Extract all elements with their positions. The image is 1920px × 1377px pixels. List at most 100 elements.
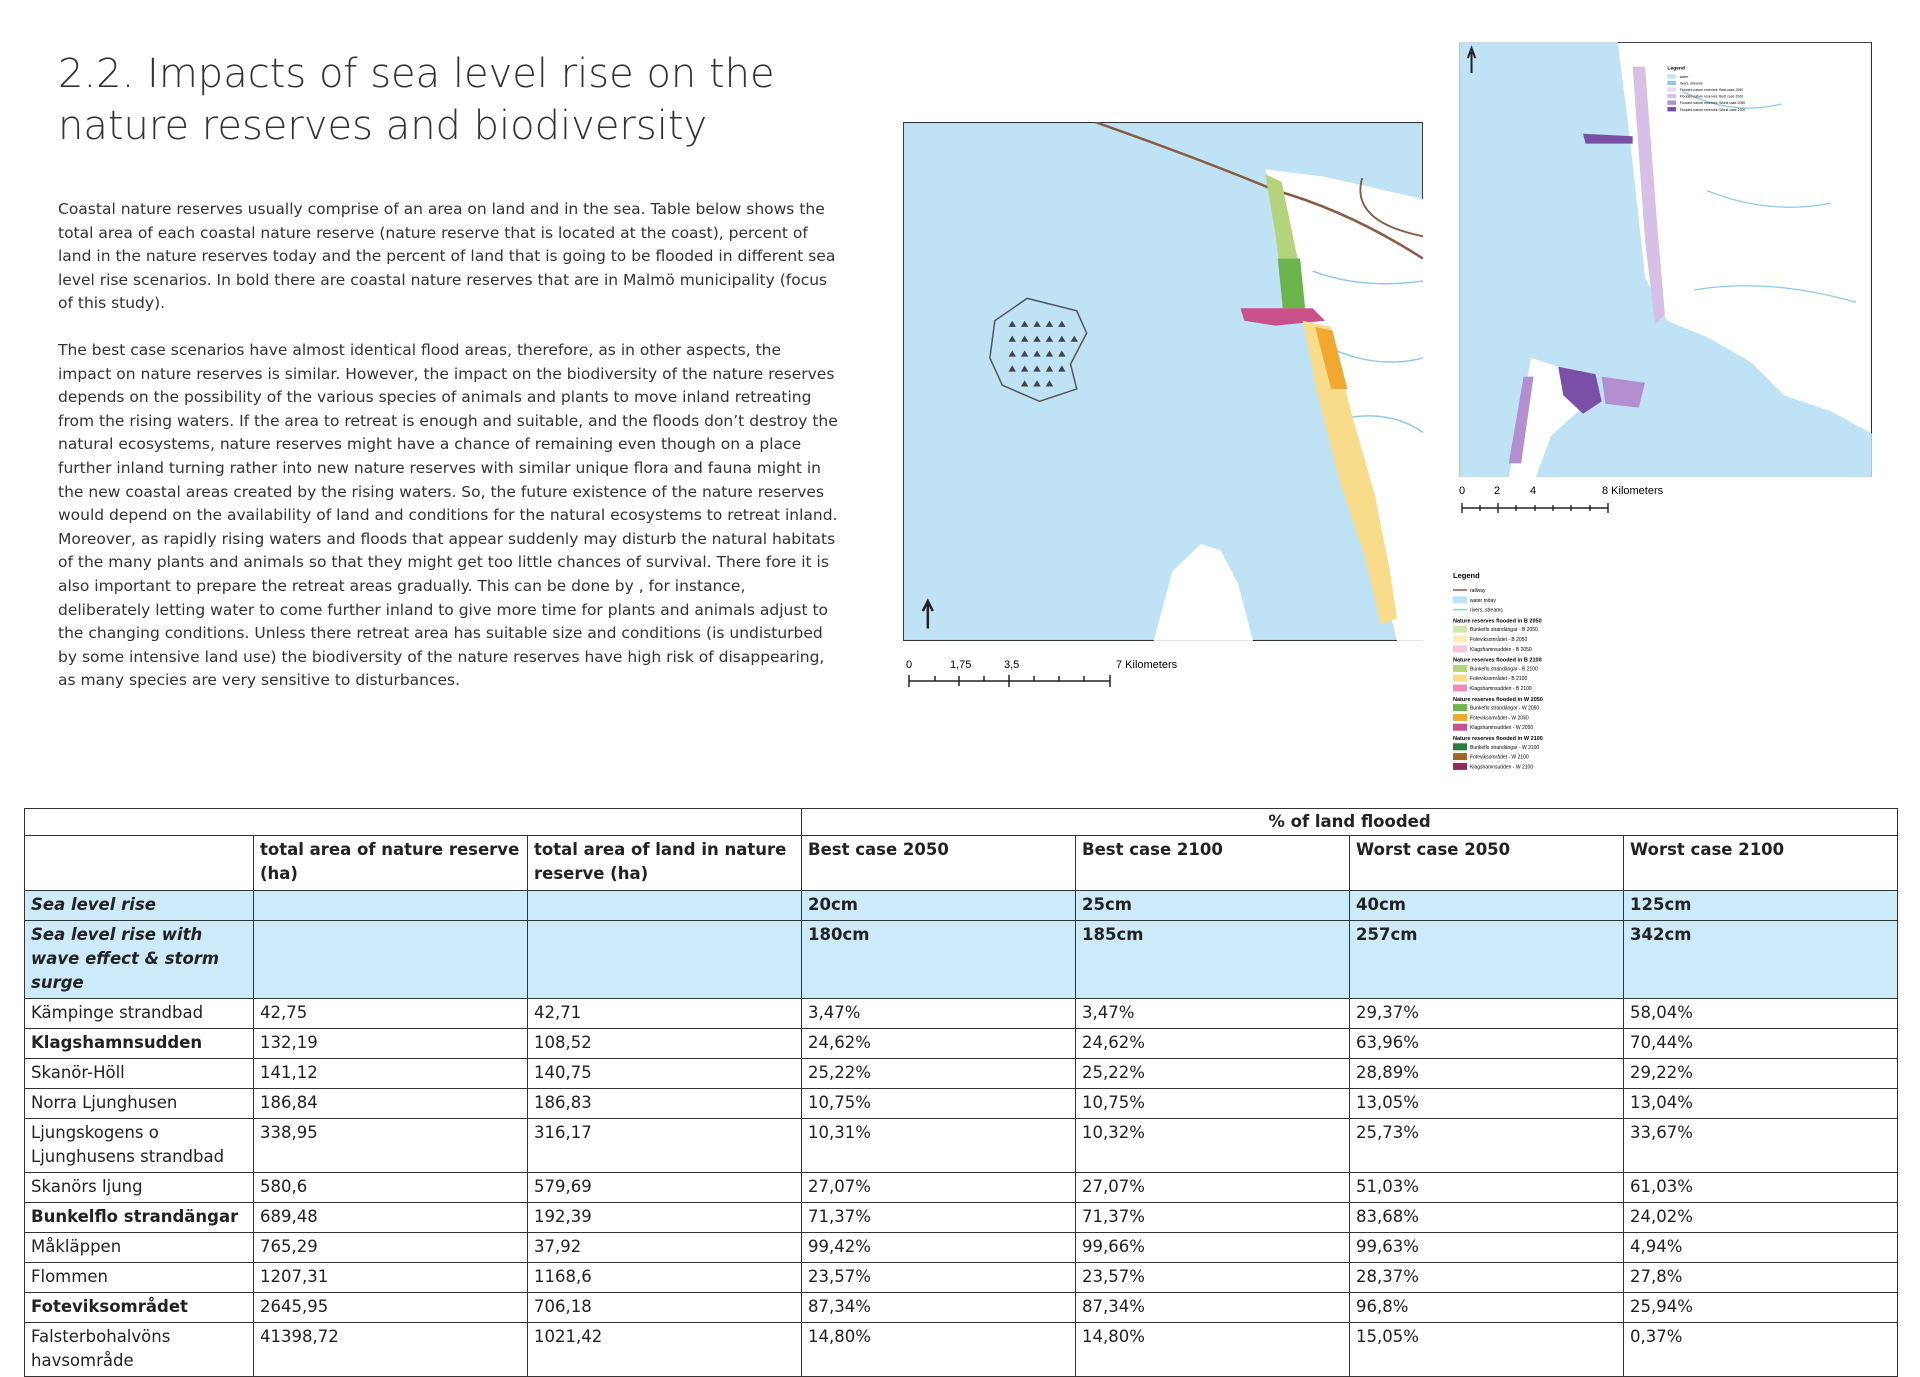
table-cell: 40cm bbox=[1349, 890, 1624, 921]
map-frame: Legend water rivers, streams Flooded nature… bbox=[1459, 42, 1872, 477]
table-cell: 141,12 bbox=[253, 1058, 528, 1089]
table-cell: 765,29 bbox=[253, 1232, 528, 1263]
table-cell bbox=[24, 835, 254, 891]
table-cell bbox=[527, 920, 802, 999]
scale-bar: 0 2 4 8 Kilometers bbox=[1459, 485, 1664, 513]
table-row: Flommen 1207,31 1168,6 23,57% 23,57% 28,37% 27… bbox=[24, 1262, 1898, 1293]
table-row: Klagshamnsudden 132,19 108,52 24,62% 24,62% 6… bbox=[24, 1028, 1898, 1059]
table-cell: 51,03% bbox=[1349, 1172, 1624, 1203]
row-label: Sea level rise with wave effect & storm … bbox=[24, 920, 254, 999]
table-cell: 87,34% bbox=[801, 1292, 1076, 1323]
legend: Legend railway water today rivers, streams N… bbox=[1453, 571, 1543, 770]
table-cell: 42,71 bbox=[527, 998, 802, 1029]
table-cell: 140,75 bbox=[527, 1058, 802, 1089]
table-cell: 1207,31 bbox=[253, 1262, 528, 1293]
scale-label: 4 bbox=[1530, 485, 1536, 497]
table-cell: 689,48 bbox=[253, 1202, 528, 1233]
table-cell: 186,83 bbox=[527, 1088, 802, 1119]
scale-label: 8 Kilometers bbox=[1602, 485, 1664, 497]
table-row: Sea level rise with wave effect & storm … bbox=[24, 920, 1898, 999]
column-header: Best case 2050 bbox=[801, 835, 1076, 891]
table-cell: 10,75% bbox=[801, 1088, 1076, 1119]
legend-swatch bbox=[1453, 723, 1467, 731]
legend-label: Foteviksområdet - B 2050 bbox=[1470, 636, 1527, 643]
table-cell: 132,19 bbox=[253, 1028, 528, 1059]
table-row: Foteviksområdet 2645,95 706,18 87,34% 87,34%… bbox=[24, 1292, 1898, 1323]
scale-label: 2 bbox=[1494, 485, 1500, 497]
paragraph: The best case scenarios have almost iden… bbox=[58, 341, 838, 690]
table-cell: 4,94% bbox=[1623, 1232, 1898, 1263]
row-label: Måkläppen bbox=[24, 1232, 254, 1263]
main-map: 0 1,75 3,5 7 Kilometers bbox=[903, 122, 1423, 687]
legend-label: Flooded nature reserves: Worst case 2050 bbox=[1680, 101, 1746, 105]
row-label: Flommen bbox=[24, 1262, 254, 1293]
legend-swatch bbox=[1453, 664, 1467, 672]
legend-heading: Nature reserves flooded in W 2100 bbox=[1453, 736, 1543, 742]
table-cell: 125cm bbox=[1623, 890, 1898, 921]
table-cell: 108,52 bbox=[527, 1028, 802, 1059]
table-cell: 186,84 bbox=[253, 1088, 528, 1119]
table-cell: 15,05% bbox=[1349, 1322, 1624, 1377]
row-label: Kämpinge strandbad bbox=[24, 998, 254, 1029]
table-cell: 42,75 bbox=[253, 998, 528, 1029]
table-cell: 342cm bbox=[1623, 920, 1898, 999]
table-cell: 23,57% bbox=[801, 1262, 1076, 1293]
legend-swatch bbox=[1453, 684, 1467, 692]
table-cell: 24,62% bbox=[801, 1028, 1076, 1059]
legend-swatch bbox=[1453, 704, 1467, 712]
table-cell: 706,18 bbox=[527, 1292, 802, 1323]
paragraph: Coastal nature reserves usually comprise… bbox=[58, 200, 836, 313]
table-cell: 99,63% bbox=[1349, 1232, 1624, 1263]
table-row: total area of nature reserve (ha) total a… bbox=[24, 835, 1898, 891]
table-row: % of land flooded bbox=[24, 808, 1898, 836]
row-label: Skanör-Höll bbox=[24, 1058, 254, 1089]
scale-bar: 0 1,75 3,5 7 Kilometers bbox=[906, 659, 1178, 687]
row-label: Norra Ljunghusen bbox=[24, 1088, 254, 1119]
table-cell bbox=[253, 920, 528, 999]
legend-label: Bunkeflo strandängar - W 2100 bbox=[1470, 745, 1539, 751]
legend-label: rivers, streams bbox=[1470, 608, 1503, 614]
table-cell: 33,67% bbox=[1623, 1118, 1898, 1173]
legend-swatch bbox=[1453, 596, 1467, 604]
table-cell: 579,69 bbox=[527, 1172, 802, 1203]
legend-label: Flooded nature reserves: Worst case 2100 bbox=[1680, 108, 1746, 112]
table-cell: 25,73% bbox=[1349, 1118, 1624, 1173]
row-label: Foteviksområdet bbox=[24, 1292, 254, 1323]
legend-label: Klagshamnsudden - B 2100 bbox=[1470, 686, 1532, 692]
column-header: Worst case 2050 bbox=[1349, 835, 1624, 891]
legend-title: Legend bbox=[1667, 65, 1685, 71]
legend-swatch bbox=[1453, 645, 1467, 653]
scale-label: 0 bbox=[1459, 485, 1465, 497]
scale-label: 7 Kilometers bbox=[1116, 659, 1178, 671]
table-cell: 257cm bbox=[1349, 920, 1624, 999]
legend-label: Klagshamnsudden - B 2050 bbox=[1470, 647, 1532, 653]
page-title: 2.2. Impacts of sea level rise on the na… bbox=[58, 51, 775, 149]
scale-label: 1,75 bbox=[950, 659, 971, 671]
legend-label: Bunkeflo strandängar - B 2050 bbox=[1470, 627, 1538, 633]
legend-swatch bbox=[1453, 635, 1467, 643]
table-cell: 28,37% bbox=[1349, 1262, 1624, 1293]
legend-heading: Nature reserves flooded in B 2050 bbox=[1453, 618, 1542, 624]
row-label: Klagshamnsudden bbox=[24, 1028, 254, 1059]
overview-map: Legend water rivers, streams Flooded nature… bbox=[1459, 42, 1872, 513]
table-cell: 25cm bbox=[1075, 890, 1350, 921]
scale-label: 3,5 bbox=[1004, 659, 1019, 671]
legend-swatch bbox=[1453, 762, 1467, 770]
table-cell: 2645,95 bbox=[253, 1292, 528, 1323]
row-label: Bunkelflo strandängar bbox=[24, 1202, 254, 1233]
legend-swatch bbox=[1667, 107, 1677, 112]
table-cell: 3,47% bbox=[801, 998, 1076, 1029]
legend-label: Klagshamnsudden - W 2050 bbox=[1470, 725, 1533, 731]
table-row: Kämpinge strandbad 42,75 42,71 3,47% 3,47% 29… bbox=[24, 998, 1898, 1029]
table-cell: 63,96% bbox=[1349, 1028, 1624, 1059]
legend-title: Legend bbox=[1453, 571, 1480, 580]
column-header: Best case 2100 bbox=[1075, 835, 1350, 891]
table-cell: 10,31% bbox=[801, 1118, 1076, 1173]
legend-label: Foteviksområdet - W 2100 bbox=[1470, 754, 1529, 761]
table-row: Falsterbohalvöns havsområde 41398,72 1021,… bbox=[24, 1322, 1898, 1377]
table-row: Skanörs ljung 580,6 579,69 27,07% 27,07% 51,0… bbox=[24, 1172, 1898, 1203]
data-table: % of land flooded total area of nature re… bbox=[24, 808, 1898, 1377]
table-cell: 99,42% bbox=[801, 1232, 1076, 1263]
table-cell: 185cm bbox=[1075, 920, 1350, 999]
legend-label: Klagshamnsudden - W 2100 bbox=[1470, 764, 1533, 770]
